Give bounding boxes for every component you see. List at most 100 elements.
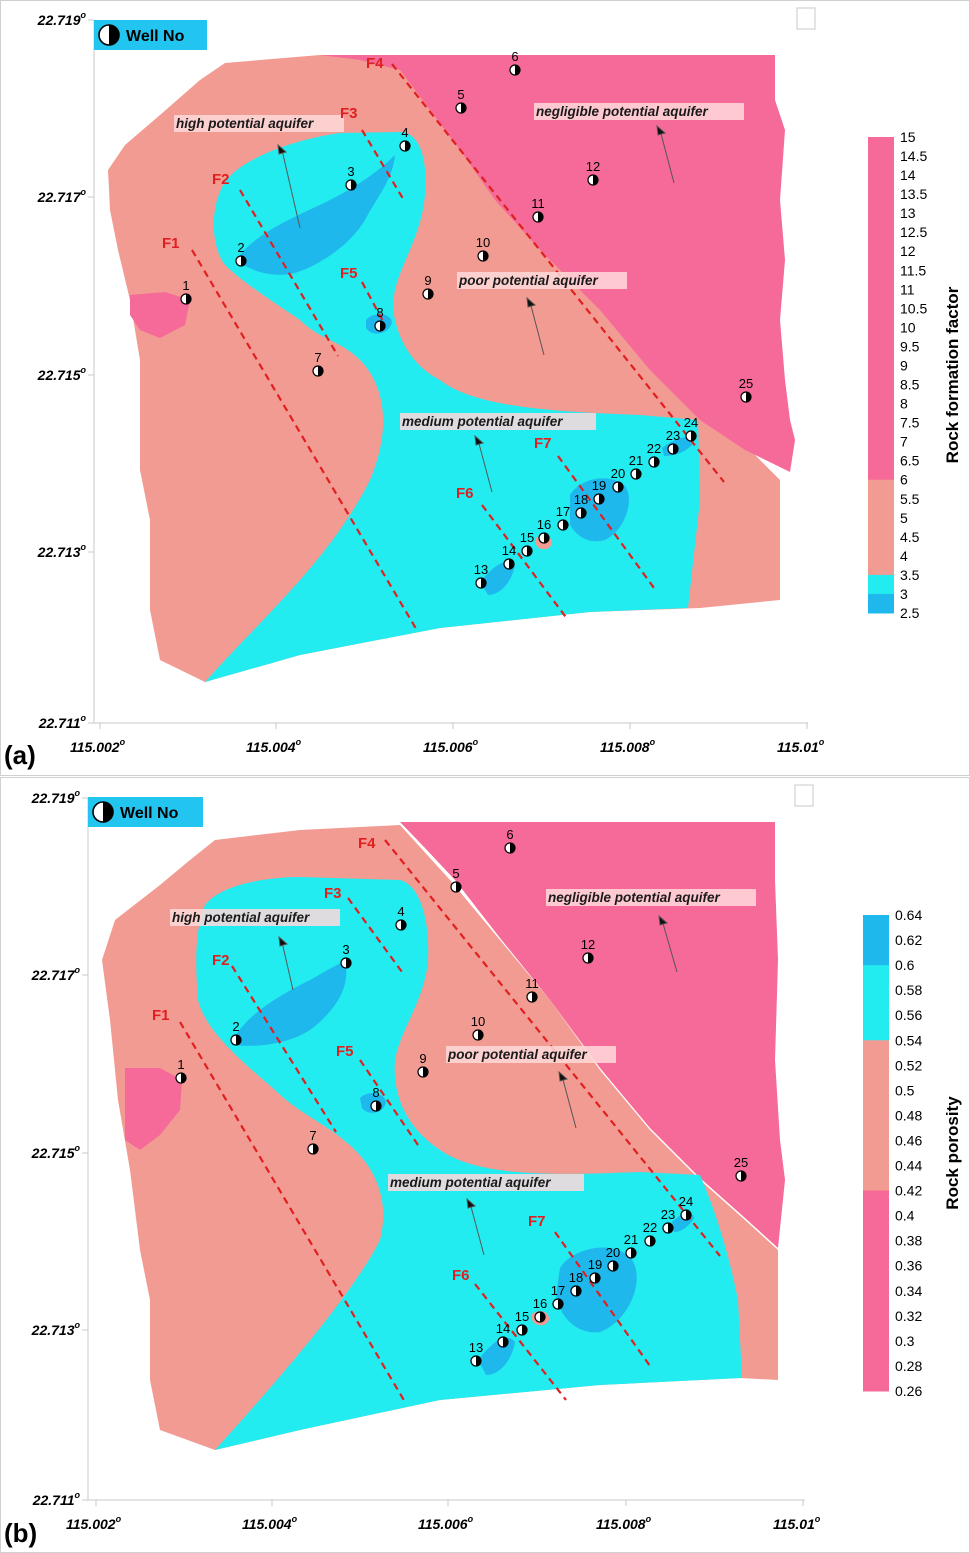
well-marker: 9	[417, 1051, 429, 1078]
well-number: 8	[372, 1085, 379, 1100]
well-number: 10	[471, 1014, 485, 1029]
well-number: 9	[419, 1051, 426, 1066]
well-marker: 4	[399, 125, 411, 152]
well-number: 2	[237, 240, 244, 255]
well-legend-label: Well No	[126, 28, 185, 45]
zone-label-medium: medium potential aquifer	[390, 1175, 551, 1190]
well-symbol-half-icon	[109, 25, 119, 45]
well-number: 16	[537, 517, 551, 532]
well-number: 18	[574, 492, 588, 507]
colorbar-tick: 7	[900, 434, 908, 450]
x-tick-label: 115.008o	[600, 737, 656, 755]
well-marker: 19	[588, 1257, 602, 1284]
well-half-icon	[631, 1248, 636, 1258]
well-number: 12	[586, 159, 600, 174]
well-half-icon	[186, 294, 191, 304]
well-marker: 2	[235, 240, 247, 267]
well-half-icon	[636, 469, 641, 479]
colorbar-band	[868, 270, 894, 290]
fault-line-f2	[231, 965, 337, 1133]
well-marker: 2	[230, 1019, 242, 1046]
colorbar-tick: 15	[900, 129, 916, 145]
well-number: 7	[314, 350, 321, 365]
well-marker: 6	[504, 827, 516, 854]
colorbar-tick: 8	[900, 396, 908, 412]
well-marker: 11	[525, 976, 539, 1003]
well-number: 15	[515, 1309, 529, 1324]
zone-label-medium: medium potential aquifer	[402, 414, 563, 429]
panel-a-annotations: 115.002o 115.004o 115.006o 115.008o 115.01o 2…	[4, 10, 962, 770]
x-tick-label: 115.006o	[418, 1514, 474, 1532]
well-number: 3	[342, 942, 349, 957]
well-number: 6	[506, 827, 513, 842]
well-number: 25	[739, 376, 753, 391]
well-marker: 14	[496, 1321, 510, 1348]
well-marker: 3	[340, 942, 352, 969]
well-marker: 7	[312, 350, 324, 377]
colorbar-band	[868, 327, 894, 347]
y-tick-label: 22.711o	[38, 713, 87, 731]
well-marker: 25	[734, 1155, 748, 1182]
well-half-icon	[241, 256, 246, 266]
well-marker: 14	[502, 543, 516, 570]
colorbar-tick: 0.32	[895, 1308, 922, 1324]
well-half-icon	[318, 366, 323, 376]
zone-negligible-a-west	[130, 292, 190, 338]
zone-negligible-b	[400, 822, 785, 1248]
colorbar-band	[868, 555, 894, 576]
well-half-icon	[515, 65, 520, 75]
colorbar-tick: 0.28	[895, 1358, 922, 1374]
zone-high-a-north	[240, 155, 395, 275]
well-marker: 17	[551, 1283, 565, 1310]
colorbar-band	[868, 517, 894, 538]
well-marker: 21	[624, 1232, 638, 1259]
well-marker: 20	[606, 1245, 620, 1272]
well-marker: 10	[471, 1014, 485, 1041]
well-number: 19	[592, 478, 606, 493]
colorbar-band	[868, 137, 894, 157]
well-half-icon	[618, 482, 623, 492]
colorbar: 0.64 0.62 0.6 0.58 0.56 0.54 0.52 0.5 0.48 0.46 0.…	[863, 907, 962, 1399]
colorbar-band	[863, 1040, 889, 1066]
fault-line-f3	[361, 129, 406, 203]
colorbar-tick: 0.56	[895, 1007, 922, 1023]
colorbar-tick: 8.5	[900, 377, 920, 393]
fault-label-f7: F7	[534, 435, 552, 452]
well-number: 3	[347, 164, 354, 179]
well-half-icon	[741, 1171, 746, 1181]
x-tick-label: 115.008o	[596, 1514, 652, 1532]
colorbar-band	[868, 232, 894, 252]
zone-negligible-b-west	[125, 1068, 182, 1150]
colorbar: 15 14.5 14 13.5 13 12.5 12 11.5 11 10.5 10 9.5 9 8.5 8…	[868, 129, 962, 621]
panel-a-arrows	[277, 124, 675, 493]
y-tick-label: 22.715o	[37, 365, 87, 383]
colorbar-tick: 0.54	[895, 1032, 922, 1048]
colorbar-band	[868, 593, 894, 614]
panel-label: (b)	[4, 1518, 37, 1548]
fault-line-f7	[557, 455, 655, 589]
well-half-icon	[380, 321, 385, 331]
fault-line-f1	[191, 249, 419, 633]
colorbar-tick: 10	[900, 319, 916, 335]
well-number: 17	[551, 1283, 565, 1298]
colorbar-tick: 2.5	[900, 605, 920, 621]
well-half-icon	[401, 920, 406, 930]
fault-label-f5: F5	[340, 265, 358, 282]
well-half-icon	[510, 843, 515, 853]
well-marker: 25	[739, 376, 753, 403]
well-marker: 23	[666, 428, 680, 455]
north-box	[794, 784, 814, 807]
zone-label-bg	[457, 272, 627, 289]
colorbar-band	[868, 175, 894, 195]
zone-high-b-13	[478, 1337, 515, 1375]
colorbar-tick: 7.5	[900, 415, 920, 431]
well-marker: 17	[556, 504, 570, 531]
colorbar-band	[868, 156, 894, 176]
colorbar-tick: 0.52	[895, 1057, 922, 1073]
well-half-icon	[509, 559, 514, 569]
well-half-icon	[405, 141, 410, 151]
colorbar-tick: 0.62	[895, 932, 922, 948]
colorbar-band	[863, 1165, 889, 1192]
colorbar-band	[863, 1065, 889, 1091]
